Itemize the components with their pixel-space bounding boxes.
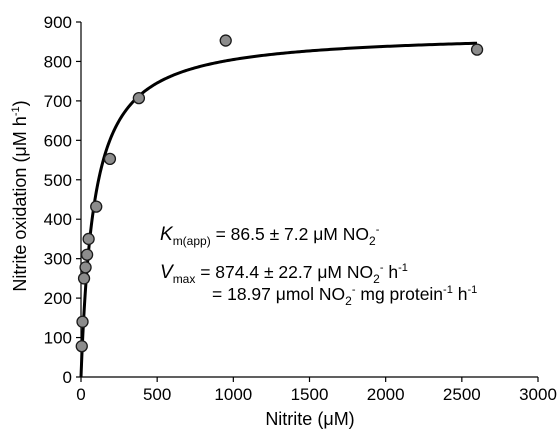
data-point [219, 34, 232, 47]
y-tick-label: 500 [44, 171, 72, 190]
data-point [90, 200, 103, 213]
y-tick-label: 900 [44, 13, 72, 32]
y-tick-label: 200 [44, 289, 72, 308]
data-point [82, 232, 95, 246]
vmax-annotation: Vmax = 874.4 ± 22.7 μM NO2- h-1 [160, 262, 408, 286]
x-tick-label: 2500 [443, 385, 481, 404]
vmax-specific-annotation: = 18.97 μmol NO2- mg protein-1 h-1 [212, 284, 477, 308]
y-tick-label: 100 [44, 329, 72, 348]
data-point [76, 315, 89, 328]
y-tick-label: 700 [44, 92, 72, 111]
data-point [103, 152, 117, 166]
x-axis-label: Nitrite (μM) [265, 409, 354, 429]
km-annotation: Km(app) = 86.5 ± 7.2 μM NO2- [160, 224, 380, 248]
data-point [77, 272, 91, 285]
y-axis-label: Nitrite oxidation (μM h-1) [10, 100, 30, 291]
x-tick-label: 1000 [214, 385, 252, 404]
y-tick-label: 800 [44, 52, 72, 71]
y-tick-label: 400 [44, 210, 72, 229]
data-point [79, 261, 92, 274]
x-ticks: 0 500 1000 1500 2000 2500 3000 [76, 377, 557, 404]
x-tick-label: 3000 [519, 385, 557, 404]
y-tick-label: 0 [63, 368, 72, 387]
y-ticks: 0 100 200 300 400 500 600 700 800 900 [44, 13, 81, 387]
data-point [75, 340, 88, 353]
x-tick-label: 500 [143, 385, 171, 404]
x-tick-label: 1500 [291, 385, 329, 404]
y-tick-label: 300 [44, 250, 72, 269]
data-point [132, 91, 146, 105]
data-point [470, 43, 484, 56]
data-point [80, 248, 94, 261]
x-tick-label: 2000 [367, 385, 405, 404]
axes [80, 22, 538, 378]
x-tick-label: 0 [76, 385, 85, 404]
data-points [75, 34, 484, 353]
y-tick-label: 600 [44, 131, 72, 150]
